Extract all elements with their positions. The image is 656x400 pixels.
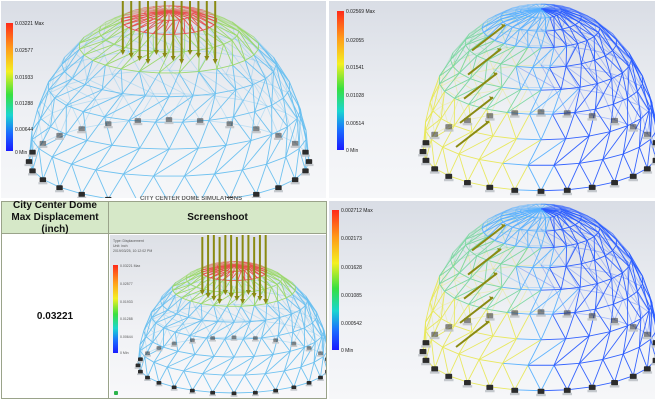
mini-legend-tick: 0.02577 bbox=[120, 282, 133, 286]
legend-tick: 0.01028 bbox=[346, 93, 365, 99]
header-text: City Center Dome Max Displacement (inch) bbox=[11, 199, 99, 235]
table-header-displacement: City Center Dome Max Displacement (inch) bbox=[2, 199, 109, 235]
dome-render-thumbnail bbox=[134, 235, 326, 397]
legend-tick: 0.01541 bbox=[346, 65, 365, 71]
legend-tick: 0.02055 bbox=[346, 38, 365, 44]
legend-tick: 0.02577 bbox=[15, 48, 34, 54]
header-text: Screenshoot bbox=[187, 211, 248, 223]
dome-simulation-panel-vertical-load: 0.03221 Max 0.02577 0.01933 0.01288 0.00… bbox=[1, 1, 326, 198]
legend-tick: 0.00514 bbox=[346, 121, 365, 127]
table-cell-screenshot: Type: Displacement Unit: inch 2019/03/25… bbox=[110, 235, 326, 398]
color-legend-bar bbox=[332, 210, 339, 350]
mini-legend-tick: 0.01933 bbox=[120, 300, 133, 304]
legend-tick: 0.001628 bbox=[341, 265, 362, 271]
dome-render bbox=[418, 3, 655, 197]
mini-legend-bar bbox=[113, 265, 118, 353]
mini-legend-tick: 0.01288 bbox=[120, 317, 133, 321]
legend-tick: 0.000542 bbox=[341, 321, 362, 327]
legend-min: 0 Min bbox=[15, 150, 28, 156]
legend-max: 0.002712 Max bbox=[341, 208, 373, 214]
color-legend-bar bbox=[337, 11, 344, 150]
dome-simulation-panel-lateral-load: 0.02569 Max 0.02055 0.01541 0.01028 0.00… bbox=[329, 1, 655, 198]
results-table: City Center Dome Max Displacement (inch)… bbox=[1, 199, 327, 399]
color-legend-bar bbox=[6, 23, 13, 151]
legend-tick: 0.00644 bbox=[15, 127, 34, 133]
dome-render bbox=[24, 1, 314, 198]
mini-legend-tick: 0.00644 bbox=[120, 335, 133, 339]
legend-tick: 0.001085 bbox=[341, 293, 362, 299]
legend-max: 0.02569 Max bbox=[346, 9, 375, 15]
overlapping-caption: CITY CENTER DOME SIMULATIONS bbox=[140, 196, 243, 202]
legend-tick: 0.002173 bbox=[341, 236, 362, 242]
axis-indicator-icon bbox=[114, 391, 118, 395]
legend-tick: 0.01933 bbox=[15, 75, 34, 81]
mini-legend-max: 0.03221 Max bbox=[120, 264, 141, 268]
mini-info-line: Type: Displacement bbox=[113, 239, 144, 243]
legend-min: 0 Min bbox=[346, 148, 359, 154]
table-cell-value: 0.03221 bbox=[2, 234, 109, 398]
legend-min: 0 Min bbox=[341, 348, 354, 354]
mini-info-line: Unit: inch bbox=[113, 244, 128, 248]
mini-info-line: 2019/03/25, 10:12:02 PM bbox=[113, 249, 153, 253]
legend-tick: 0.01288 bbox=[15, 101, 34, 107]
legend-max: 0.03221 Max bbox=[15, 21, 44, 27]
dome-render bbox=[418, 203, 655, 397]
dome-simulation-panel-lateral-load-2: 0.002712 Max 0.002173 0.001628 0.001085 … bbox=[329, 201, 655, 399]
max-displacement-value: 0.03221 bbox=[36, 310, 74, 322]
table-header-screenshot: Screenshoot bbox=[109, 202, 326, 234]
mini-legend-min: 0 Min bbox=[120, 351, 129, 355]
